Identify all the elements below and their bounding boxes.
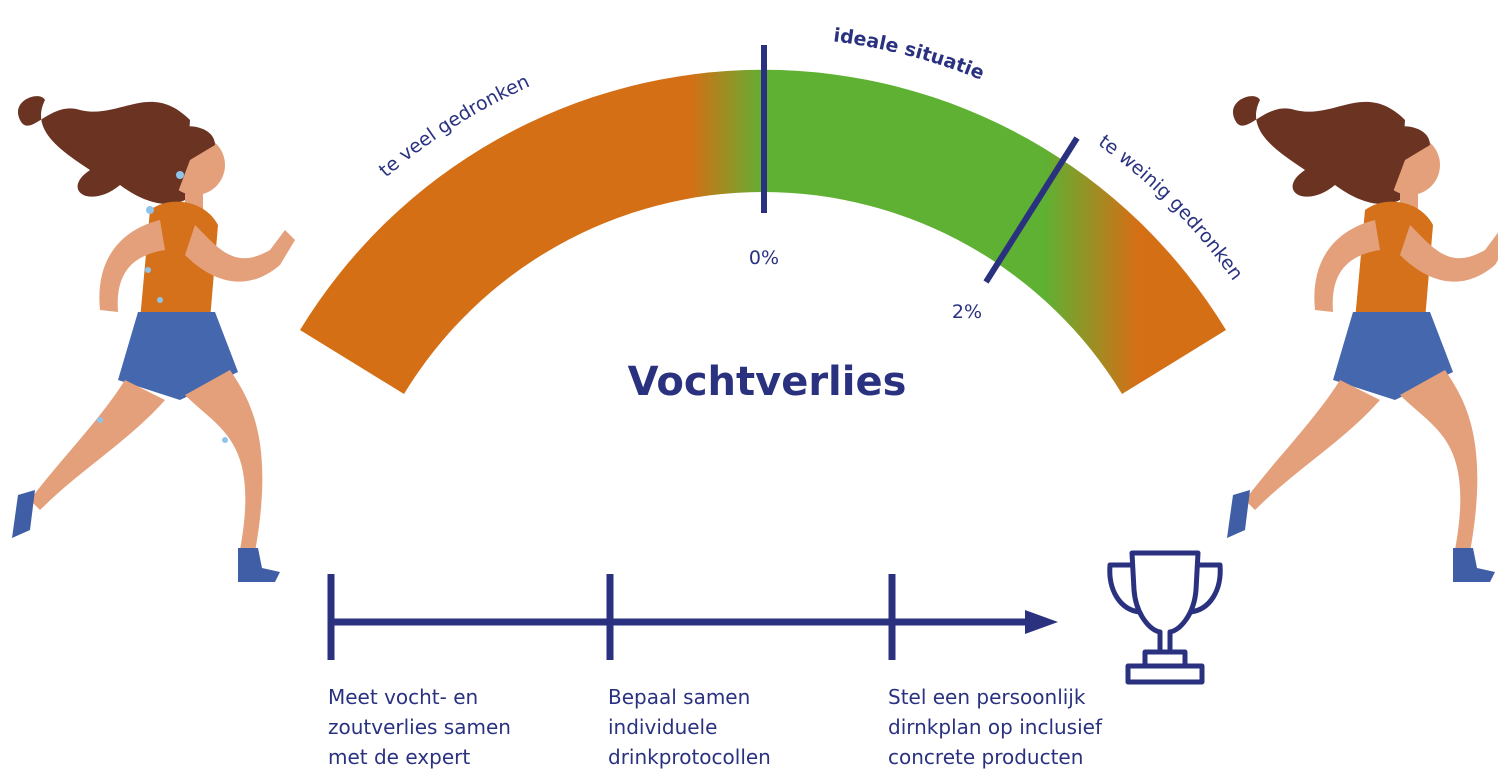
zone-label-text: ideale situatie bbox=[832, 24, 987, 84]
step-text: met de expert bbox=[328, 745, 470, 769]
step-text: drinkprotocollen bbox=[608, 745, 771, 769]
step-text: Bepaal samen bbox=[608, 685, 750, 709]
timeline-arrow bbox=[1025, 610, 1058, 634]
step-text: Meet vocht- en bbox=[328, 685, 478, 709]
zone-label: ideale situatie bbox=[832, 24, 987, 84]
timeline bbox=[330, 574, 1030, 660]
step-text: dirnkplan op inclusief bbox=[888, 715, 1103, 739]
step-text: individuele bbox=[608, 715, 717, 739]
runner-right bbox=[1227, 96, 1498, 582]
step-text: concrete producten bbox=[888, 745, 1083, 769]
step-text: Stel een persoonlijk bbox=[888, 685, 1086, 709]
marker-label: 2% bbox=[952, 301, 982, 323]
gauge-title: Vochtverlies bbox=[628, 359, 907, 405]
steps: Meet vocht- en zoutverlies samen met de ex… bbox=[328, 685, 1103, 769]
marker-label: 0% bbox=[749, 247, 779, 269]
step-text: zoutverlies samen bbox=[328, 715, 511, 739]
infographic: te veel gedronken ideale situatie te wei… bbox=[0, 0, 1498, 769]
runner-left bbox=[12, 96, 295, 582]
trophy-icon bbox=[1110, 553, 1220, 682]
